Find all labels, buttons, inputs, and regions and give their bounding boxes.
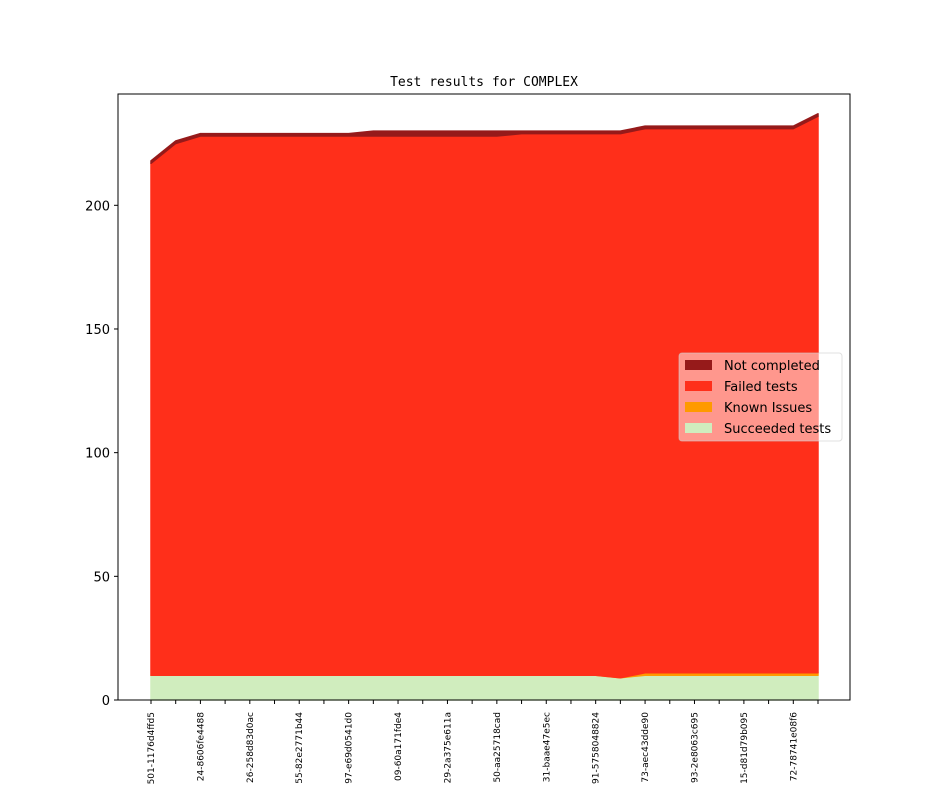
x-tick-label: 73-aec43dde90 (641, 712, 651, 783)
legend: Not completed Failed tests Known Issues Suc… (678, 352, 843, 442)
legend-box (678, 352, 843, 442)
legend-swatch (685, 423, 712, 433)
x-tick-label: 91-5758048824 (592, 712, 602, 784)
x-tick-label: 24-8606fe4488 (196, 712, 206, 781)
legend-label: Not completed (724, 359, 820, 374)
legend-label: Succeeded tests (724, 422, 831, 437)
area-succeeded-tests (150, 674, 819, 701)
y-tick-label: 200 (85, 199, 110, 214)
x-tick-label: 15-d81d79b095 (740, 712, 750, 784)
y-tick-label: 150 (85, 323, 110, 338)
plot-frame (117, 93, 851, 701)
chart-title: Test results for COMPLEX (390, 75, 578, 90)
x-tick-label: 50-aa25718cad (493, 712, 503, 783)
legend-swatch (685, 360, 712, 370)
x-tick-label: 93-2e8063c695 (690, 712, 700, 783)
y-tick-label: 0 (102, 694, 110, 709)
x-axis: 501-1176d4ffd5 24-8606fe4488 26-258d83d0ac… (147, 700, 819, 784)
x-tick-label: 97-e69d0541d0 (345, 712, 355, 784)
x-tick-label: 501-1176d4ffd5 (147, 712, 157, 784)
area-not-completed (150, 113, 819, 165)
legend-label: Failed tests (724, 380, 798, 395)
x-tick-label: 09-60a171fde4 (394, 712, 404, 781)
x-tick-label: 29-2a375e611a (443, 712, 453, 783)
legend-label: Known Issues (724, 401, 812, 416)
y-tick-label: 100 (85, 447, 110, 462)
y-tick-label: 50 (93, 570, 110, 585)
legend-swatch (685, 381, 712, 391)
x-tick-label: 31-baae47e5ec (542, 712, 552, 782)
x-tick-label: 26-258d83d0ac (246, 712, 256, 783)
area-series-group (150, 113, 819, 701)
x-tick-label: 72-78741e08f6 (789, 712, 799, 781)
legend-swatch (685, 402, 712, 412)
x-tick-label: 55-82e2771b44 (295, 712, 305, 784)
y-axis: 0 50 100 150 200 (85, 199, 118, 709)
